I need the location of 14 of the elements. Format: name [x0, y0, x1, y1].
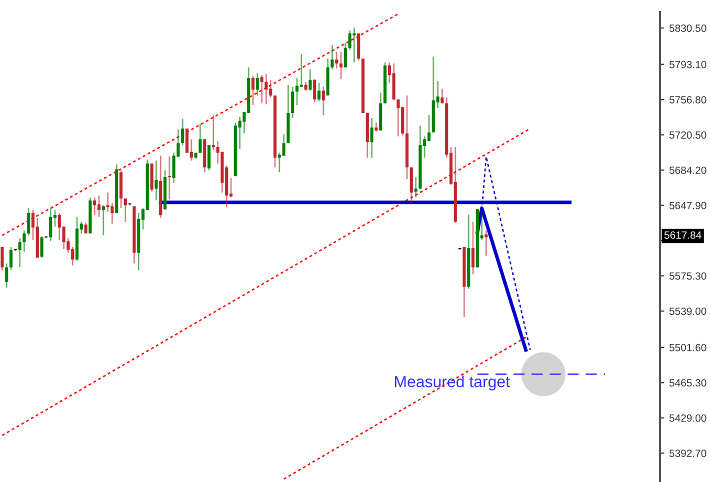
y-tick-label: 5575.30	[669, 272, 706, 280]
y-tick-label: 5392.70	[669, 450, 706, 458]
y-tick-label: 5830.50	[669, 24, 706, 32]
y-tick-label: 5720.50	[669, 131, 706, 139]
y-tick-label: 5465.30	[669, 379, 706, 387]
y-tick-label: 5756.80	[669, 96, 706, 104]
y-tick-label: 5793.10	[669, 60, 706, 68]
y-tick-label: 5501.60	[669, 344, 706, 352]
y-tick-label: 5539.00	[669, 308, 706, 315]
y-tick-label: 5684.20	[669, 166, 706, 174]
annotation: Measured target	[395, 376, 510, 390]
y-tick-label: 5429.00	[669, 414, 706, 422]
text: 5617.84	[664, 231, 702, 239]
y-tick-label: 5647.90	[669, 202, 706, 210]
